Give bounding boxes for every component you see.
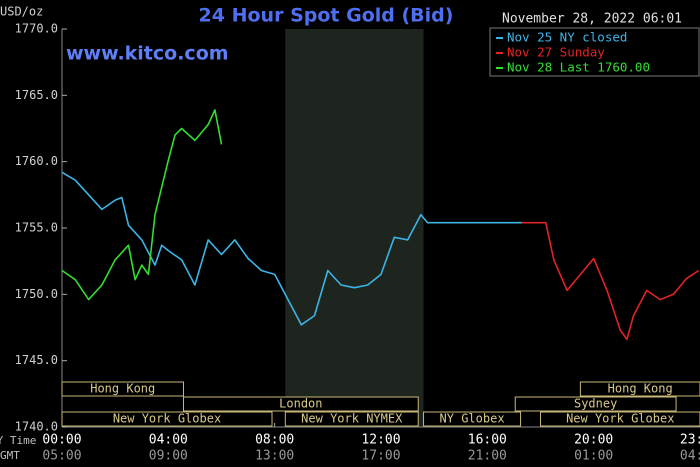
legend-label: Nov 27 Sunday bbox=[507, 45, 605, 60]
y-axis-label: USD/oz bbox=[0, 5, 43, 19]
price-line bbox=[521, 221, 700, 341]
x-tick-label: 12:00 bbox=[361, 433, 400, 448]
y-tick-label: 1745.0 bbox=[15, 353, 58, 367]
session-bar bbox=[579, 381, 700, 397]
session-bar bbox=[61, 411, 273, 427]
session-label: London bbox=[279, 397, 322, 411]
session-bar bbox=[514, 396, 677, 412]
y-tick-label: 1750.0 bbox=[15, 287, 58, 301]
x2-tick-label: 01:00 bbox=[574, 449, 613, 464]
session-label: Sydney bbox=[574, 397, 617, 411]
session-bar bbox=[540, 411, 700, 427]
session-label: New York NYMEX bbox=[301, 412, 403, 426]
x2-tick-label: 17:00 bbox=[361, 449, 400, 464]
y-tick-label: 1740.0 bbox=[15, 420, 58, 434]
session-label: New York Globex bbox=[113, 412, 221, 426]
session-bar bbox=[182, 396, 419, 412]
x2-axis-label: GMT bbox=[0, 449, 20, 462]
session-bar bbox=[423, 411, 522, 427]
x2-tick-label: 05:00 bbox=[42, 449, 81, 464]
y-tick-label: 1765.0 bbox=[15, 88, 58, 102]
y-tick-label: 1755.0 bbox=[15, 221, 58, 235]
session-bar bbox=[284, 411, 419, 427]
highlight-band bbox=[285, 29, 424, 427]
session-label: NY Globex bbox=[440, 412, 505, 426]
x-tick-label: 08:00 bbox=[255, 433, 294, 448]
x-tick-label: 04:00 bbox=[149, 433, 188, 448]
price-line bbox=[61, 109, 223, 301]
session-label: Hong Kong bbox=[90, 382, 155, 396]
watermark: www.kitco.com bbox=[66, 43, 229, 65]
session-label: New York Globex bbox=[566, 412, 674, 426]
x-tick-label: 00:00 bbox=[42, 433, 81, 448]
timestamp: November 28, 2022 06:01 bbox=[502, 12, 682, 27]
legend-label: Nov 25 NY closed bbox=[507, 30, 627, 45]
x-axis-label: NY Time bbox=[0, 434, 36, 447]
price-line bbox=[61, 171, 522, 326]
x2-tick-label: 13:00 bbox=[255, 449, 294, 464]
legend-label: Nov 28 Last 1760.00 bbox=[507, 60, 650, 75]
x-tick-label: 16:00 bbox=[468, 433, 507, 448]
y-tick-label: 1760.0 bbox=[15, 154, 58, 168]
legend-box bbox=[489, 27, 700, 77]
chart-title: 24 Hour Spot Gold (Bid) bbox=[199, 5, 454, 27]
x2-tick-label: 21:00 bbox=[468, 449, 507, 464]
x2-tick-label: 04:59 bbox=[680, 449, 700, 464]
y-tick-label: 1770.0 bbox=[15, 22, 58, 36]
x-tick-label: 20:00 bbox=[574, 433, 613, 448]
session-bar bbox=[61, 381, 184, 397]
session-label: Hong Kong bbox=[608, 382, 673, 396]
x2-tick-label: 09:00 bbox=[149, 449, 188, 464]
x-tick-label: 23:59 bbox=[680, 433, 700, 448]
